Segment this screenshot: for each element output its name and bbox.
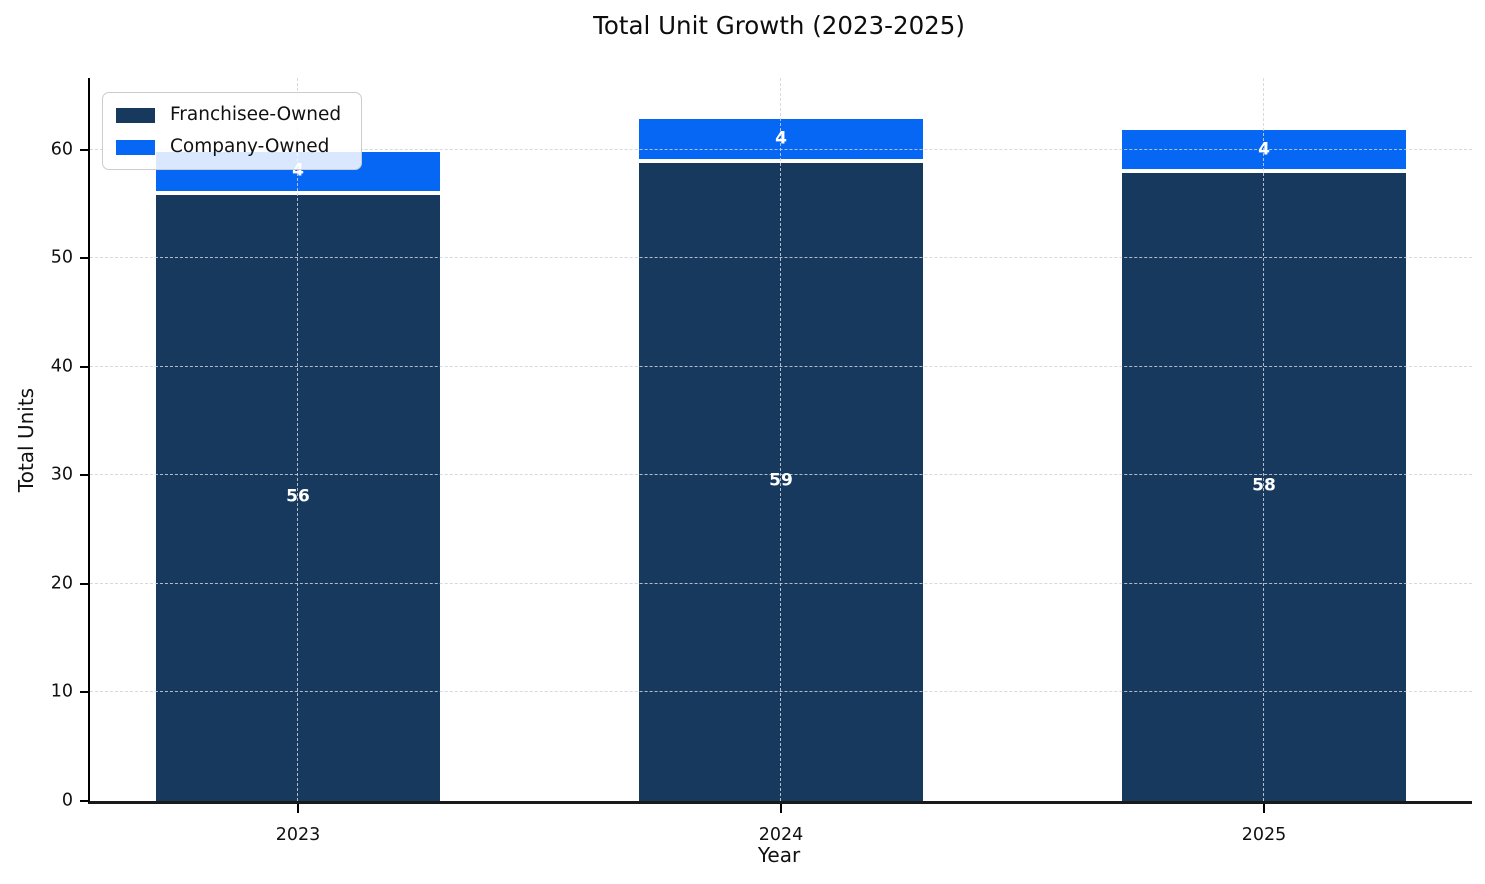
y-axis-label: Total Units [14, 387, 38, 493]
bar-segment-franchisee-owned [637, 160, 925, 801]
bar-value-label: 4 [775, 128, 787, 149]
x-axis-label: Year [757, 843, 801, 867]
y-tick-label: 60 [50, 138, 73, 159]
legend-item: Franchisee-Owned [116, 104, 341, 126]
bar-segment-franchisee-owned [1120, 171, 1408, 801]
y-tick-label: 40 [50, 356, 73, 377]
y-tick-label: 0 [61, 790, 73, 811]
x-tick-label: 2023 [275, 824, 321, 845]
legend: Franchisee-Owned Company-Owned [102, 92, 363, 171]
bar-value-label: 59 [769, 470, 793, 491]
legend-item: Company-Owned [116, 136, 341, 158]
y-tick-mark [80, 474, 89, 477]
y-tick-mark [80, 365, 89, 368]
plot-area: Franchisee-Owned Company-Owned 0 10 20 30 40 5… [51, 78, 1472, 843]
y-tick-mark [80, 691, 89, 694]
y-tick-label: 20 [50, 573, 73, 594]
y-tick-mark [80, 582, 89, 585]
x-tick-label: 2025 [1241, 824, 1287, 845]
y-tick-mark [80, 148, 89, 151]
x-tick-mark [1263, 804, 1265, 813]
legend-label: Franchisee-Owned [170, 104, 342, 125]
legend-label: Company-Owned [170, 136, 330, 158]
y-tick-mark [80, 800, 89, 802]
x-tick-mark [296, 804, 299, 813]
bar-value-label: 58 [1252, 475, 1276, 496]
chart-title: Total Unit Growth (2023-2025) [593, 11, 965, 40]
bar-value-label: 4 [292, 160, 304, 181]
y-tick-label: 30 [50, 464, 73, 485]
x-tick-label: 2024 [758, 824, 804, 845]
bar-value-label: 56 [286, 486, 310, 507]
y-tick-label: 10 [50, 681, 73, 702]
bar-segment-company-owned [1120, 127, 1408, 172]
x-tick-mark [780, 804, 782, 813]
legend-swatch [116, 107, 155, 123]
legend-swatch [116, 139, 155, 155]
bar-segment-company-owned [637, 117, 925, 161]
y-tick-label: 50 [50, 247, 73, 268]
y-tick-mark [80, 257, 89, 260]
bar-value-label: 4 [1258, 139, 1270, 160]
bar-segment-franchisee-owned [153, 193, 442, 801]
